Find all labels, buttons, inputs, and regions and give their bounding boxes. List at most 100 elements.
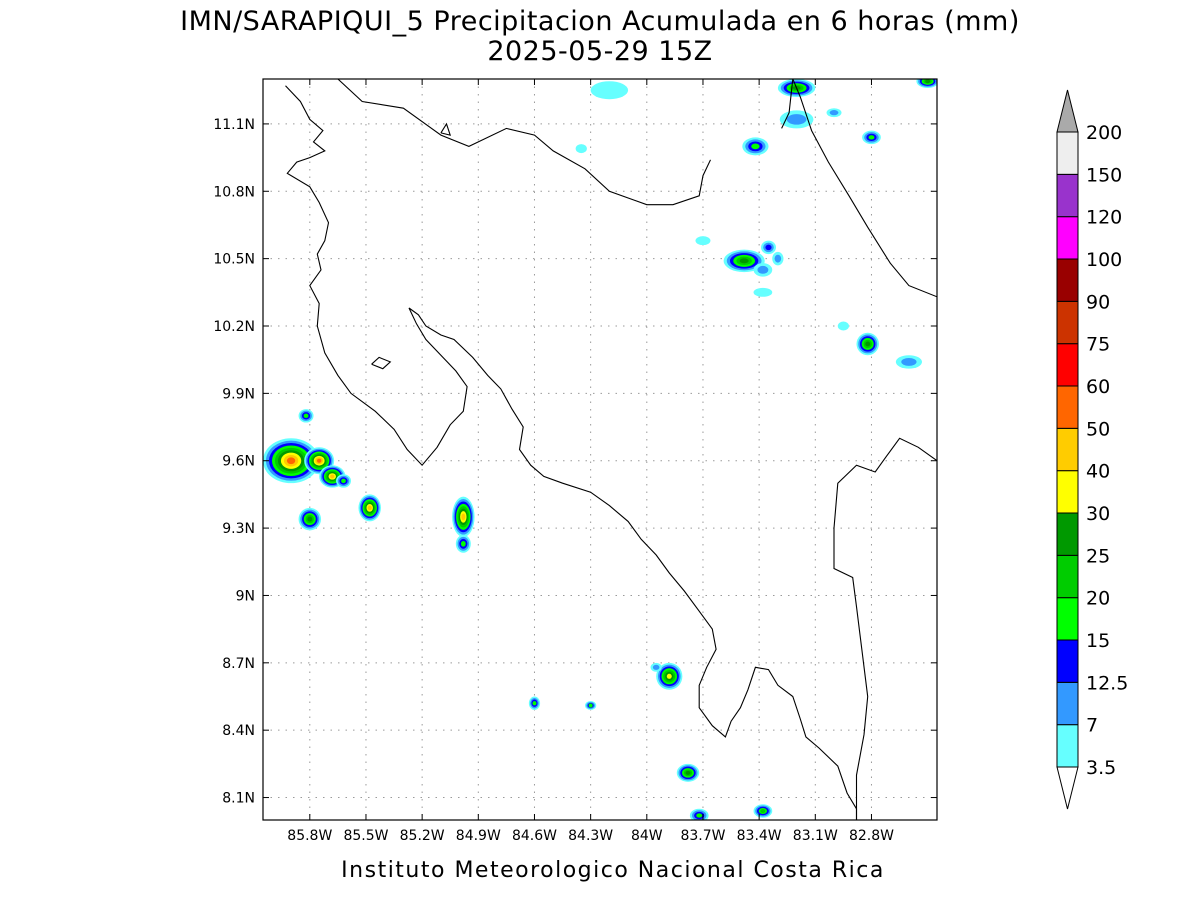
precip-cell	[656, 662, 683, 690]
precip-cell	[856, 332, 879, 356]
map-plot-area: 85.8W 85.5W 85.2W 84.9W 84.6W 84.3W 84W 83.7W 83…	[213, 78, 938, 844]
colorbar-level-label: 100	[1086, 249, 1122, 271]
colorbar-level-label: 25	[1086, 545, 1110, 567]
lat-tick-label: 9.3N	[222, 521, 255, 537]
precip-cell	[753, 287, 773, 297]
colorbar-level-label: 40	[1086, 461, 1110, 483]
coastline	[371, 356, 392, 370]
precip-contour-band	[753, 287, 773, 297]
precip-contour-band	[760, 809, 766, 814]
precip-cell	[753, 263, 773, 277]
precip-contour-band	[786, 114, 807, 125]
precip-cell	[695, 236, 711, 246]
colorbar-level-label: 150	[1086, 164, 1122, 186]
lon-tick-label: 84.9W	[456, 828, 501, 844]
precip-cell	[455, 534, 471, 553]
country-border	[337, 79, 711, 206]
lat-tick-label: 9.6N	[222, 454, 255, 470]
precip-cell	[528, 696, 541, 710]
colorbar-level-label: 3.5	[1086, 757, 1116, 779]
lon-tick-label: 83.1W	[793, 828, 838, 844]
lat-tick-label: 10.8N	[213, 184, 255, 200]
colorbar-level-label: 7	[1086, 715, 1098, 737]
precip-contour-band	[330, 474, 335, 479]
lon-tick-label: 84.6W	[512, 828, 557, 844]
colorbar-swatch	[1056, 724, 1079, 768]
colorbar-level-label: 50	[1086, 418, 1110, 440]
precipitation-colorbar: 3.5 7 12.5 15 20 25 30 40 50 60 75 90 100 120 150 200	[1056, 89, 1128, 810]
precip-contour-band	[532, 701, 537, 706]
colorbar-level-label: 12.5	[1086, 672, 1128, 694]
colorbar-swatch	[1056, 216, 1079, 260]
precip-cell	[676, 763, 700, 782]
precip-cell	[452, 496, 475, 538]
precip-cell	[575, 144, 587, 154]
precip-contour-band	[286, 457, 296, 465]
lon-tick-label: 83.4W	[737, 828, 782, 844]
country-border	[781, 79, 794, 129]
precip-contour-band	[765, 244, 772, 251]
colorbar-level-label: 30	[1086, 503, 1110, 525]
colorbar-swatch	[1056, 300, 1079, 345]
coastline	[440, 122, 452, 136]
lat-tick-label: 11.1N	[213, 117, 255, 133]
precip-cell	[761, 240, 776, 255]
precip-contour-band	[303, 413, 309, 418]
precip-cell	[263, 438, 320, 484]
precip-cell	[837, 321, 850, 331]
colorbar-max-arrow	[1056, 89, 1079, 133]
precip-contour-band	[829, 110, 839, 116]
colorbar-level-label: 120	[1086, 207, 1122, 229]
precip-contour-band	[837, 321, 850, 331]
colorbar-swatch	[1056, 470, 1079, 514]
precip-cell	[742, 137, 769, 156]
precip-cell	[772, 251, 784, 266]
precip-cell	[650, 662, 662, 672]
precip-cell	[862, 130, 881, 145]
colorbar-min-arrow	[1056, 766, 1079, 810]
precip-contour-band	[652, 664, 660, 670]
lat-tick-label: 8.7N	[222, 656, 255, 672]
colorbar-swatch	[1056, 427, 1079, 472]
lat-tick-label: 8.1N	[222, 791, 255, 807]
precip-contour-band	[367, 505, 372, 511]
lon-tick-label: 85.5W	[343, 828, 388, 844]
colorbar-swatch	[1056, 131, 1079, 175]
precip-cell	[753, 804, 773, 818]
precip-cell	[298, 409, 314, 423]
precip-contour-band	[696, 813, 703, 818]
precip-contour-band	[695, 236, 711, 246]
colorbar-level-label: 90	[1086, 291, 1110, 313]
lat-tick-label: 10.5N	[213, 252, 255, 268]
colorbar-swatch	[1056, 173, 1079, 218]
coastline-outlines	[285, 79, 937, 820]
precip-cell	[298, 507, 322, 531]
lon-tick-label: 82.8W	[849, 828, 894, 844]
lon-tick-label: 84W	[631, 828, 663, 844]
precip-cell	[895, 355, 923, 369]
colorbar-swatch	[1056, 681, 1079, 726]
precip-contour-band	[575, 144, 587, 154]
colorbar-level-label: 75	[1086, 334, 1110, 356]
precipitation-field	[263, 79, 937, 820]
lon-tick-label: 84.3W	[568, 828, 613, 844]
precip-contour-band	[588, 703, 593, 708]
precip-cell	[723, 249, 765, 273]
country-border	[833, 437, 937, 820]
precip-contour-band	[341, 478, 346, 484]
precip-cell	[590, 81, 629, 100]
colorbar-swatch	[1056, 639, 1079, 683]
precip-contour-band	[757, 265, 769, 274]
precip-contour-band	[461, 513, 466, 521]
precip-cell	[585, 700, 597, 710]
lon-tick-label: 85.2W	[400, 828, 445, 844]
precip-contour-band	[751, 143, 760, 150]
precip-contour-band	[865, 341, 871, 347]
map-background	[263, 79, 937, 820]
precip-contour-band	[460, 540, 466, 547]
precip-contour-band	[868, 135, 875, 140]
precip-contour-band	[901, 357, 917, 366]
precip-contour-band	[774, 254, 782, 263]
precip-contour-band	[739, 258, 749, 264]
